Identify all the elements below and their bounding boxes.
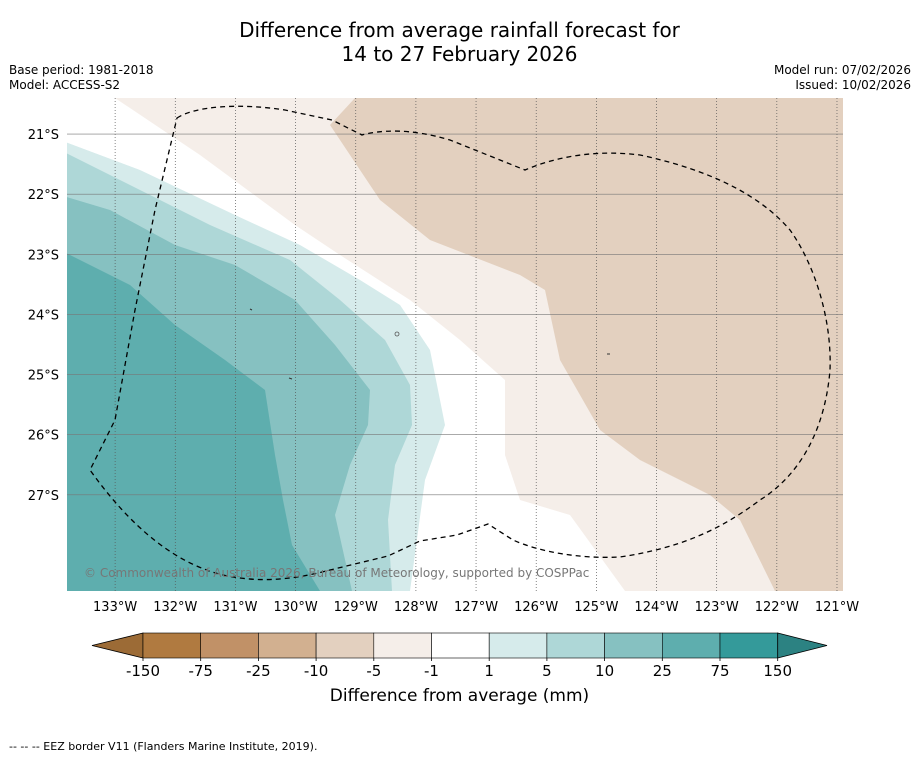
colorbar-segment (488, 632, 548, 659)
x-tick-label: 132°W (153, 600, 197, 615)
colorbar-tick-label: -5 (366, 662, 381, 680)
title-line-1: Difference from average rainfall forecas… (239, 18, 680, 42)
gridlines (67, 98, 843, 591)
colorbar-segment (431, 632, 490, 659)
colorbar-segment (661, 632, 721, 659)
colorbar-extend-low (91, 632, 144, 659)
small-contour-marks (249, 308, 610, 380)
colorbar-tick-label: -75 (188, 662, 213, 680)
model-name: Model: ACCESS-S2 (9, 78, 121, 92)
x-tick-label: 126°W (514, 600, 558, 615)
y-tick-label: 22°S (28, 188, 59, 203)
colorbar-tick-label: 25 (653, 662, 672, 680)
colorbar-tick-label: -25 (246, 662, 271, 680)
colorbar-segment (142, 632, 202, 659)
contour-mark (249, 308, 253, 311)
model-run: Model run: 07/02/2026 (773, 63, 911, 77)
eez-border (89, 105, 831, 581)
colorbar-tick-label: 5 (542, 662, 552, 680)
y-tick-label: 24°S (28, 308, 59, 323)
colorbar-tick-label: -10 (304, 662, 329, 680)
colorbar-extend-high (777, 632, 828, 659)
colorbar-segment (315, 632, 375, 659)
x-tick-label: 133°W (93, 600, 137, 615)
y-tick-label: 26°S (28, 429, 59, 444)
colorbar-tick-label: -150 (126, 662, 160, 680)
base-period: Base period: 1981-2018 (9, 63, 154, 77)
meta-left: Base period: 1981-2018 Model: ACCESS-S2 (9, 63, 154, 93)
colorbar-segment (604, 632, 663, 659)
x-axis-ticks: 133°W 132°W 131°W 130°W 129°W 128°W 127°W 126°W… (93, 600, 859, 615)
colorbar-segment (546, 632, 605, 659)
x-tick-label: 128°W (394, 600, 438, 615)
x-tick-label: 122°W (755, 600, 799, 615)
y-tick-label: 25°S (28, 369, 59, 384)
x-tick-label: 124°W (634, 600, 678, 615)
x-tick-label: 123°W (695, 600, 739, 615)
colorbar-segment (200, 632, 259, 659)
y-tick-label: 23°S (28, 248, 59, 263)
copyright-notice: © Commonwealth of Australia 2026, Bureau… (84, 566, 589, 580)
colorbar-segment (373, 632, 432, 659)
y-tick-label: 27°S (28, 489, 59, 504)
issued-date: Issued: 10/02/2026 (795, 78, 911, 92)
contour-fills (67, 98, 843, 591)
colorbar-segment (719, 632, 779, 659)
x-tick-label: 121°W (815, 600, 859, 615)
chart-title: Difference from average rainfall forecas… (0, 18, 919, 66)
y-tick-label: 21°S (28, 128, 59, 143)
contour-mark (394, 331, 400, 337)
contour-mark (288, 377, 293, 380)
y-axis-ticks: 21°S 22°S 23°S 24°S 25°S 26°S 27°S (28, 128, 59, 504)
colorbar-tick-label: -1 (424, 662, 439, 680)
x-tick-label: 130°W (274, 600, 318, 615)
eez-legend-note: -- -- -- EEZ border V11 (Flanders Marine… (9, 740, 318, 753)
colorbar-tick-label: 150 (763, 662, 792, 680)
colorbar-tick-label: 10 (595, 662, 614, 680)
meta-right: Model run: 07/02/2026 Issued: 10/02/2026 (774, 63, 911, 93)
colorbar-segment (258, 632, 317, 659)
colorbar-label: Difference from average (mm) (329, 686, 590, 706)
title-line-2: 14 to 27 February 2026 (341, 42, 578, 66)
x-tick-label: 131°W (213, 600, 257, 615)
x-tick-label: 127°W (454, 600, 498, 615)
colorbar-tick-label: 1 (484, 662, 494, 680)
colorbar-tick-label: 75 (710, 662, 729, 680)
x-tick-label: 125°W (574, 600, 618, 615)
colorbar: -150 -75 -25 -10 -5 -1 1 5 10 25 75 150 (91, 632, 828, 680)
x-tick-label: 129°W (334, 600, 378, 615)
